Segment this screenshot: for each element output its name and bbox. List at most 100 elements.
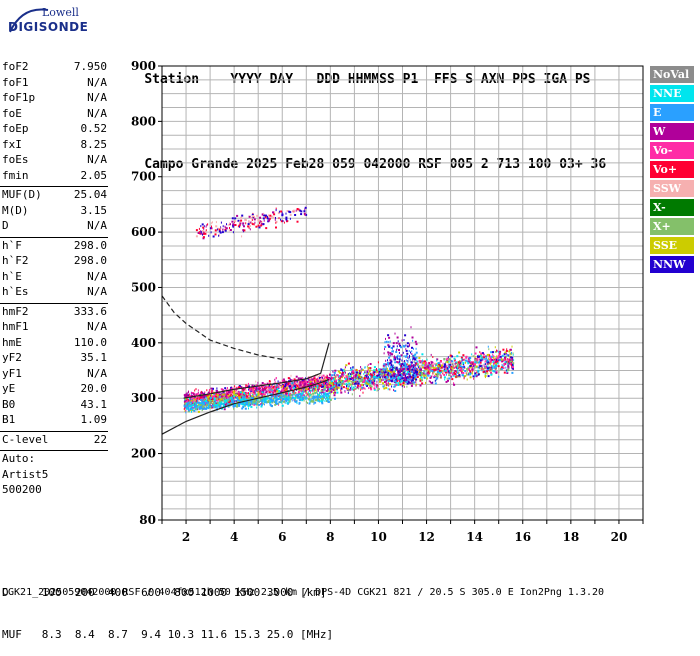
legend-item-noval: NoVal [650, 66, 694, 83]
echo-point [352, 366, 354, 368]
param-value: 110.0 [73, 335, 107, 349]
echo-point [286, 402, 289, 405]
echo-point [447, 364, 449, 367]
echo-point [410, 384, 413, 387]
echo-point [487, 361, 490, 364]
echo-point [234, 405, 236, 407]
param-row: hmE 110.0 [2, 336, 107, 351]
echo-point [231, 394, 233, 397]
echo-point [221, 407, 223, 410]
header-station-name: Campo Grande [144, 157, 239, 172]
echo-point [371, 378, 374, 381]
echo-point [356, 371, 358, 374]
echo-point [398, 362, 401, 365]
echo-point [276, 388, 279, 391]
param-value: 7.950 [73, 60, 107, 73]
echo-point [255, 388, 257, 391]
echo-point [412, 374, 415, 377]
echo-point [366, 382, 369, 385]
echo-point [511, 367, 514, 370]
echo-point [409, 358, 411, 361]
echo-point [265, 227, 268, 230]
echo-point [507, 358, 510, 361]
echo-point [397, 377, 399, 380]
echo-point [340, 387, 343, 390]
echo-point [511, 357, 513, 360]
echo-point [216, 392, 219, 395]
echo-point [327, 380, 329, 383]
echo-point [216, 228, 218, 231]
echo-point [507, 365, 510, 368]
echo-point [373, 380, 375, 383]
param-row: foEs N/A [2, 153, 107, 168]
echo-point [493, 362, 495, 365]
echo-point [268, 219, 271, 222]
echo-point [495, 364, 498, 367]
echo-point [361, 379, 364, 381]
echo-point [352, 386, 355, 389]
echo-point [485, 359, 487, 362]
param-key: yF2 [2, 351, 22, 364]
echo-point [464, 359, 467, 362]
echo-point [207, 395, 210, 398]
echo-point [215, 401, 217, 404]
x-tick-label: 12 [418, 530, 435, 544]
echo-point [467, 367, 469, 370]
echo-point [210, 402, 213, 405]
legend-item-vo: Vo+ [650, 161, 694, 178]
echo-point [351, 385, 353, 388]
echo-point [367, 363, 369, 366]
echo-point [225, 404, 227, 407]
param-row: h`F2 298.0 [2, 254, 107, 269]
echo-point [304, 390, 307, 393]
echo-point [191, 402, 194, 405]
echo-point [245, 392, 247, 395]
echo-point [450, 365, 453, 368]
echo-point [198, 402, 201, 405]
echo-point [489, 356, 492, 359]
echo-point [454, 359, 456, 362]
echo-point [480, 357, 483, 360]
echo-point [386, 376, 389, 379]
echo-point [434, 362, 436, 365]
echo-point [262, 223, 265, 226]
echo-point [238, 385, 241, 387]
echo-point [343, 380, 346, 383]
echo-point [250, 221, 252, 224]
echo-point [308, 392, 310, 395]
echo-point [252, 400, 254, 403]
param-row: h`Es N/A [2, 285, 107, 300]
echo-point [260, 397, 263, 400]
echo-point [327, 380, 330, 383]
echo-point [232, 224, 235, 227]
echo-point [220, 388, 223, 391]
echo-point [333, 374, 335, 376]
echo-point [291, 384, 293, 387]
echo-point [430, 364, 433, 367]
echo-point [396, 378, 399, 381]
echo-point [407, 356, 409, 359]
echo-point [373, 382, 375, 385]
logo-digisonde-text: DIGISONDE [8, 20, 89, 34]
legend-item-sse: SSE [650, 237, 694, 254]
echo-point [241, 403, 244, 406]
echo-point [441, 365, 444, 368]
echo-point [213, 402, 215, 405]
echo-point [384, 384, 386, 387]
echo-point [400, 381, 402, 384]
echo-point [263, 396, 265, 399]
echo-point [456, 355, 459, 358]
echo-point [285, 212, 287, 215]
echo-point [502, 367, 505, 370]
echo-point [322, 383, 324, 386]
echo-point [218, 234, 220, 237]
echo-point [204, 394, 206, 397]
echo-point [228, 399, 230, 402]
echo-point [261, 382, 264, 384]
echo-point [308, 389, 311, 392]
echo-point [402, 369, 405, 372]
echo-point [388, 375, 390, 378]
echo-point [408, 366, 411, 369]
echo-point [307, 388, 310, 391]
echo-point [229, 229, 232, 231]
